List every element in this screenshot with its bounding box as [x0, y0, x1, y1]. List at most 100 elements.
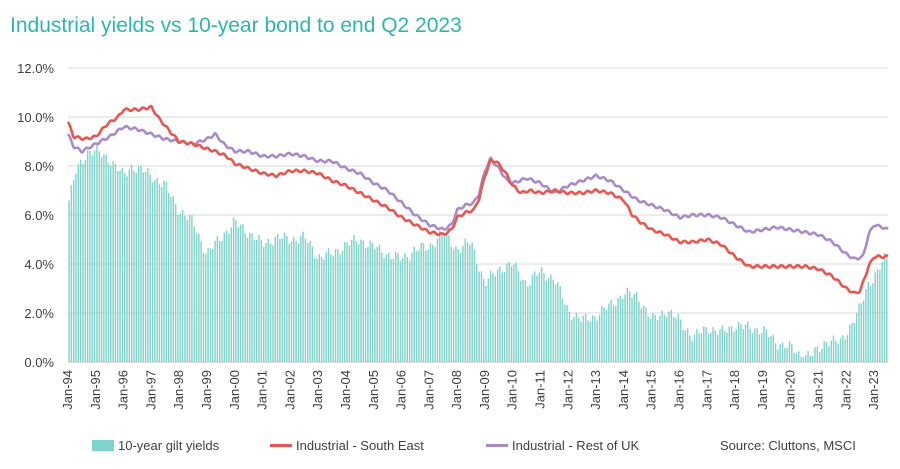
gilt-bar	[846, 335, 849, 362]
gilt-bar	[251, 233, 253, 362]
gilt-bar	[339, 254, 341, 362]
gilt-bar	[737, 322, 740, 362]
gilt-bar	[459, 252, 462, 362]
gilt-bar	[770, 336, 772, 362]
gilt-bar	[269, 243, 272, 362]
gilt-bar	[666, 317, 668, 362]
gilt-bar	[742, 328, 744, 362]
gilt-bar	[320, 256, 323, 362]
x-tick-label: Jan-95	[88, 370, 103, 410]
gilt-bar	[661, 310, 663, 362]
gilt-bar	[691, 340, 693, 362]
gilt-bar	[802, 357, 805, 362]
gilt-bar	[728, 326, 730, 362]
gilt-bar	[842, 335, 844, 362]
gilt-bar	[86, 149, 89, 362]
x-tick-label: Jan-21	[811, 370, 826, 410]
gilt-bar	[443, 234, 446, 362]
legend-item-rest-uk: Industrial - Rest of UK	[486, 438, 639, 453]
gilt-bar	[566, 304, 568, 362]
gilt-bar	[575, 312, 578, 362]
gilt-bar	[860, 303, 863, 362]
gilt-bar	[654, 314, 656, 362]
x-tick-label: Jan-02	[282, 370, 297, 410]
gilt-bar	[221, 240, 223, 362]
gilt-bar	[163, 180, 165, 362]
gilt-bar	[855, 313, 858, 362]
gilt-bar	[130, 164, 133, 362]
gilt-bar	[355, 241, 358, 362]
chart-title: Industrial yields vs 10-year bond to end…	[10, 14, 462, 37]
gilt-bar	[494, 276, 497, 362]
gilt-bar	[147, 168, 149, 362]
gilt-bar	[800, 356, 802, 362]
gilt-bar	[283, 232, 286, 362]
gilt-bar	[749, 328, 751, 362]
gilt-bar	[413, 246, 415, 362]
gilt-bar	[508, 262, 510, 362]
x-tick-label: Jan-18	[727, 370, 742, 410]
legend-item-gilt: 10-year gilt yields	[92, 438, 219, 453]
gilt-bar	[552, 280, 554, 362]
gilt-bar	[168, 192, 170, 362]
gilt-bar	[705, 327, 707, 362]
x-tick-label: Jan-08	[449, 370, 464, 410]
gilt-bar	[811, 355, 814, 362]
gilt-bar	[550, 274, 552, 362]
gilt-bar	[774, 343, 777, 362]
gilt-bar	[503, 272, 506, 362]
gilt-bar	[223, 232, 226, 362]
gilt-bar	[193, 226, 195, 362]
gilt-bar	[253, 240, 256, 362]
gilt-bar	[832, 335, 835, 362]
gilt-bar	[501, 272, 503, 362]
gilt-bar	[564, 304, 566, 362]
gilt-bar	[374, 249, 376, 362]
gilt-bar	[561, 298, 564, 362]
gilt-bar	[135, 172, 137, 362]
gilt-bar	[703, 326, 705, 362]
x-tick-label: Jan-05	[366, 370, 381, 410]
gilt-bar	[835, 340, 837, 362]
gilt-bar	[462, 245, 464, 362]
gilt-bar	[584, 313, 587, 362]
x-tick-label: Jan-07	[421, 370, 436, 410]
gilt-bar	[161, 186, 163, 362]
gilt-bar	[756, 328, 758, 362]
gilt-bar	[306, 243, 309, 362]
gilt-bar	[513, 264, 515, 362]
gilt-bar	[276, 233, 279, 362]
gilt-bar	[635, 292, 638, 362]
gilt-bar	[439, 230, 441, 362]
gilt-bar	[332, 256, 334, 362]
gilt-bar	[649, 318, 652, 362]
gilt-bar	[286, 235, 288, 362]
gilt-bar	[772, 334, 774, 362]
gilt-bar	[427, 249, 429, 362]
gilt-bar	[751, 333, 754, 362]
gilt-bar	[385, 254, 388, 362]
x-tick-label: Jan-03	[310, 370, 325, 410]
gilt-bar	[693, 334, 696, 362]
gilt-bar	[744, 324, 747, 362]
gilt-bar	[851, 322, 853, 362]
gilt-bar	[684, 330, 686, 362]
axes: 0.0% 2.0% 4.0% 6.0% 8.0% 10.0% 12.0% Jan-94 Jan-…	[17, 61, 888, 410]
gilt-bar	[205, 253, 207, 362]
gilt-bar	[348, 245, 351, 362]
gilt-bar	[510, 266, 513, 362]
gilt-bar	[721, 325, 724, 362]
y-tick-label: 12.0%	[17, 61, 54, 76]
gilt-bar	[364, 247, 367, 362]
gilt-bar	[246, 237, 249, 362]
gilt-bar	[638, 301, 640, 362]
gilt-bar	[487, 278, 490, 362]
gilt-bar	[730, 326, 733, 362]
gilt-bar	[473, 249, 476, 362]
gilt-bar	[531, 274, 534, 362]
y-tick-label: 10.0%	[17, 110, 54, 125]
gilt-bar	[837, 343, 839, 362]
gilt-bar	[675, 318, 677, 362]
gilt-bar	[244, 233, 246, 362]
gilt-bar	[825, 341, 828, 362]
